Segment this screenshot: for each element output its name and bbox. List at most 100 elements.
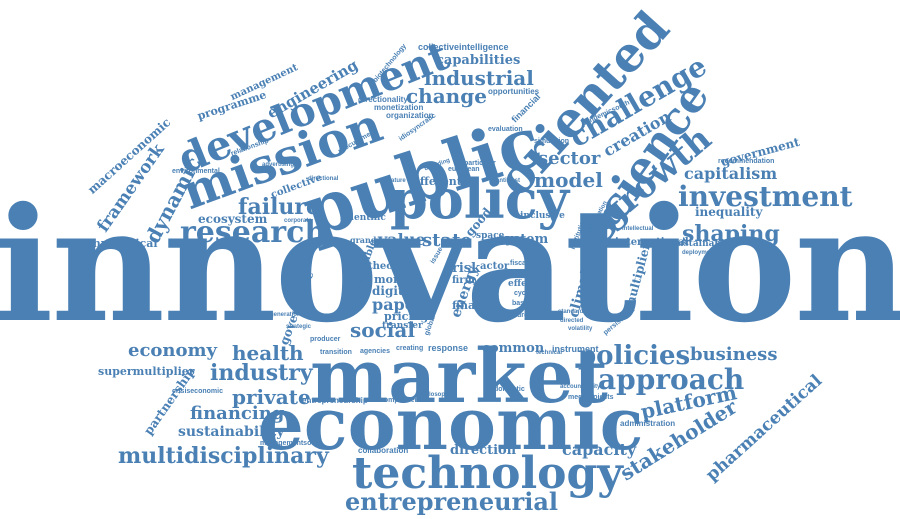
- word: digital: [372, 284, 416, 298]
- word: opportunities: [488, 87, 540, 96]
- word: change: [406, 84, 487, 108]
- word: particular: [464, 160, 496, 167]
- word: failure: [238, 194, 321, 220]
- word: environmental: [172, 168, 220, 175]
- word: shaping: [682, 221, 780, 247]
- word: value: [378, 230, 426, 249]
- word: organization: [386, 111, 434, 120]
- word: economy: [128, 340, 218, 361]
- word: investment: [678, 180, 853, 213]
- word: supermultiplier: [98, 365, 195, 378]
- word: directional: [308, 176, 339, 182]
- word: pricing: [384, 310, 429, 323]
- word: response: [428, 343, 469, 353]
- word: instrument: [552, 344, 599, 354]
- word: domestic: [494, 386, 525, 393]
- word: industry: [210, 360, 313, 386]
- word: administration: [620, 419, 676, 428]
- word: advertising: [262, 162, 295, 168]
- word: inclusive: [520, 211, 565, 221]
- word: transition: [320, 349, 352, 356]
- word: monetization: [374, 103, 424, 112]
- word: philosophy: [420, 392, 452, 398]
- word: european: [448, 166, 480, 173]
- word: transfer: [382, 321, 423, 331]
- word: risk: [452, 261, 481, 276]
- word: approach: [598, 363, 745, 396]
- word: directed: [560, 318, 584, 324]
- word: future: [508, 312, 528, 319]
- word: multidisciplinary: [118, 443, 329, 469]
- word: social: [350, 318, 415, 342]
- word: intellectual: [622, 226, 654, 232]
- word: fiscal: [510, 260, 528, 267]
- word: accountability: [560, 384, 601, 390]
- word: cycle: [514, 290, 532, 297]
- word: economic: [258, 381, 644, 466]
- word: health: [232, 341, 304, 365]
- word: technical: [536, 350, 563, 356]
- word: more: [374, 273, 406, 286]
- word: directionality: [358, 95, 408, 104]
- word: direction: [450, 443, 517, 458]
- word: effect: [508, 279, 537, 289]
- word: common: [482, 341, 545, 356]
- word: actor: [480, 261, 510, 272]
- word: capacity: [562, 440, 637, 459]
- word: entrepreneurship: [302, 396, 368, 405]
- word: collectiveintelligence: [418, 42, 509, 52]
- word: capabilities: [436, 53, 521, 68]
- word: topic: [512, 269, 538, 279]
- word: paper: [372, 295, 424, 314]
- word: state: [422, 230, 472, 251]
- word: theory: [368, 261, 405, 272]
- word: firm: [452, 275, 476, 286]
- word: corporate: [284, 218, 312, 224]
- word: technology: [352, 448, 623, 499]
- word: recommendation: [718, 158, 775, 165]
- word: capitalism: [684, 164, 778, 183]
- word: grand: [350, 235, 377, 245]
- word: different: [408, 175, 462, 188]
- word: research: [180, 215, 327, 250]
- word: sector: [538, 148, 601, 169]
- word: policies: [578, 341, 691, 371]
- word: market: [310, 334, 608, 420]
- word: collaboration: [358, 446, 409, 455]
- word: private: [232, 385, 311, 409]
- word: managementsouth: [260, 440, 323, 447]
- word: international: [615, 237, 689, 248]
- word: financing: [190, 403, 285, 424]
- word: generation: [270, 312, 301, 318]
- word: sustainability: [178, 424, 285, 440]
- word: technological: [74, 237, 158, 250]
- word: business: [690, 344, 778, 365]
- word: complement: [380, 397, 422, 404]
- word: based: [512, 300, 533, 307]
- word: evaluation: [488, 126, 523, 133]
- word: volatility: [568, 326, 593, 332]
- word: deployment: [682, 250, 716, 256]
- word: strategic: [286, 324, 312, 330]
- word: scientific: [340, 213, 386, 223]
- word: megaprojects: [568, 394, 614, 401]
- word: system: [498, 232, 549, 247]
- word: simulation: [534, 138, 570, 145]
- word: literature: [380, 178, 406, 184]
- word: inequality: [695, 205, 763, 219]
- word: antitrust: [496, 178, 520, 184]
- word: space: [476, 231, 505, 241]
- word: standard: [558, 309, 584, 315]
- word: creating: [396, 345, 424, 352]
- word: entrepreneurial: [345, 487, 559, 516]
- word: producer: [310, 336, 341, 343]
- word: sustainable: [672, 239, 730, 249]
- word: policy: [390, 167, 570, 231]
- word: agencies: [360, 348, 390, 355]
- word: crisiseconomic: [172, 388, 223, 395]
- word: finance: [452, 299, 497, 312]
- word: industrial: [424, 66, 534, 90]
- word: model: [534, 168, 603, 192]
- word: ecosystem: [198, 212, 268, 226]
